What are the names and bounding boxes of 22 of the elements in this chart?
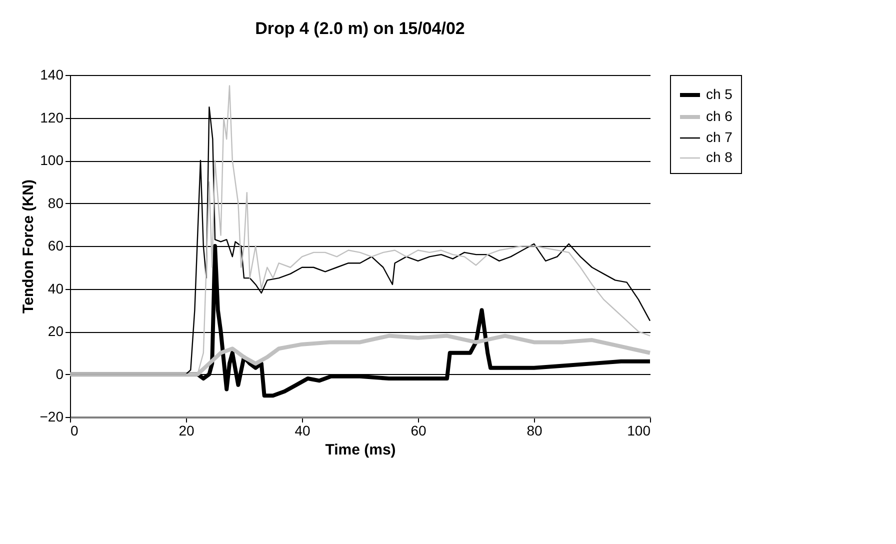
legend-label: ch 8 bbox=[706, 149, 733, 165]
x-tick-label: 100 bbox=[627, 422, 651, 438]
y-tick-label: −20 bbox=[40, 408, 64, 424]
y-tick-label: 140 bbox=[40, 66, 64, 82]
y-tick-label: 60 bbox=[48, 238, 64, 254]
y-tick-label: 80 bbox=[48, 194, 64, 211]
x-tick-label: 0 bbox=[70, 422, 78, 438]
chart-title: Drop 4 (2.0 m) on 15/04/02 bbox=[255, 19, 465, 38]
legend-label: ch 6 bbox=[706, 108, 733, 124]
x-tick-label: 40 bbox=[294, 422, 310, 438]
y-tick-label: 40 bbox=[48, 280, 64, 296]
x-tick-label: 80 bbox=[526, 422, 542, 438]
y-tick-label: 120 bbox=[40, 109, 64, 126]
legend-label: ch 5 bbox=[706, 86, 733, 102]
y-axis-title: Tendon Force (KN) bbox=[20, 180, 37, 314]
x-axis-title: Time (ms) bbox=[325, 442, 396, 458]
legend-label: ch 7 bbox=[706, 129, 733, 145]
x-tick-label: 60 bbox=[410, 422, 426, 438]
y-tick-label: 20 bbox=[48, 323, 64, 339]
y-tick-label: 0 bbox=[56, 366, 64, 382]
x-tick-label: 20 bbox=[178, 422, 194, 438]
y-tick-label: 100 bbox=[40, 152, 64, 168]
